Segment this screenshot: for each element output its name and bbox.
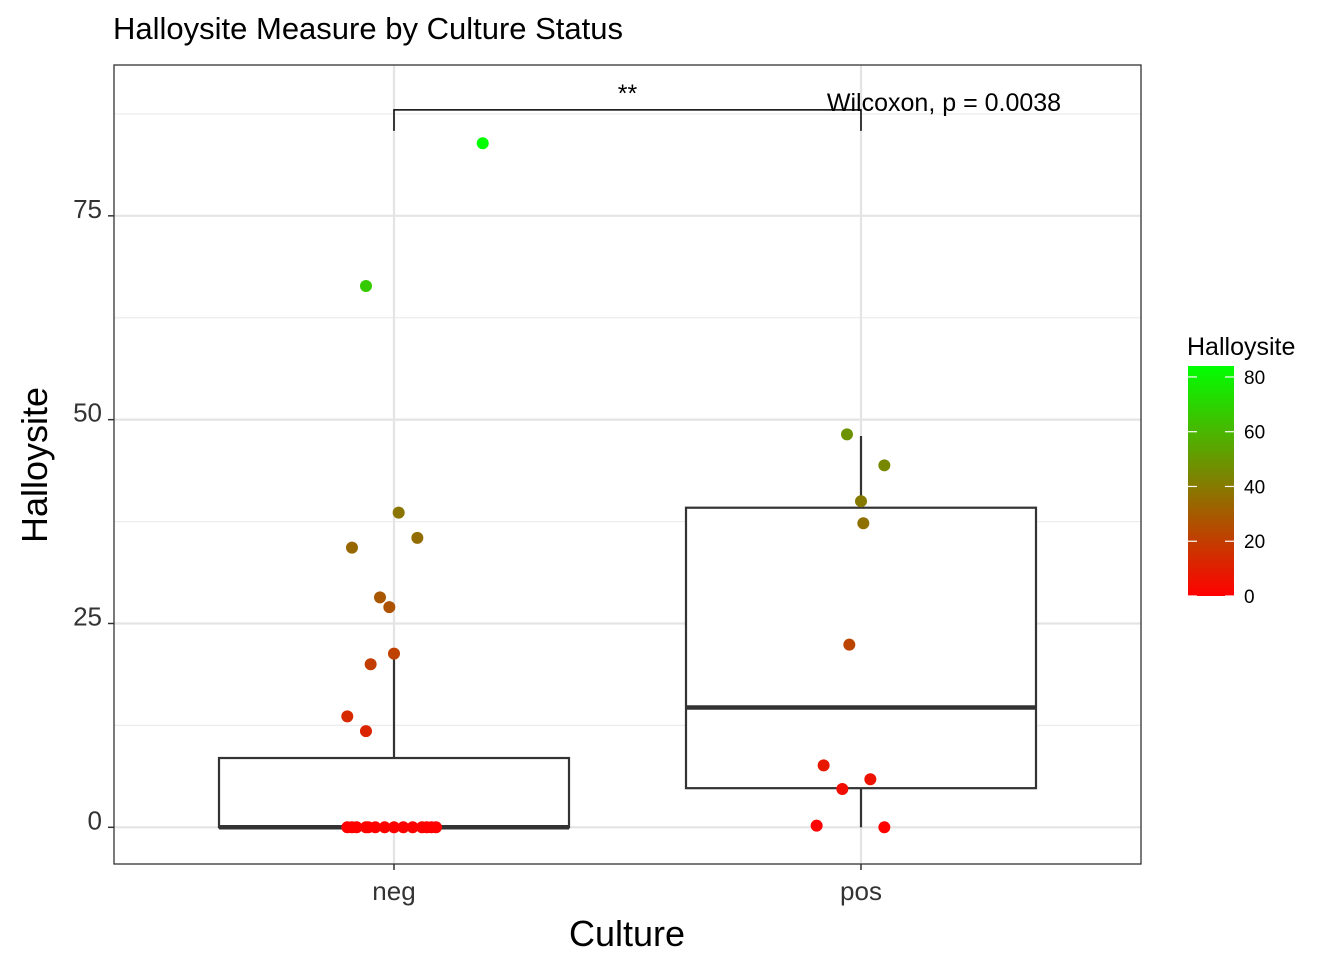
x-tick-label: pos [840,876,882,906]
y-tick-label: 25 [73,601,102,631]
data-point [397,821,410,834]
data-point [373,591,386,604]
data-point [406,821,419,834]
color-legend: Halloysite 0 20 40 60 80 [1187,333,1295,608]
data-point [836,782,849,795]
boxplot-pos [684,435,1038,828]
legend-colorbar [1188,366,1234,596]
data-point [369,821,382,834]
data-point [843,638,856,651]
y-tick-label: 75 [73,194,102,224]
data-point [345,541,358,554]
significance-bracket [393,109,862,131]
data-point [359,279,372,292]
wilcoxon-label: Wilcoxon, p = 0.0038 [827,89,1061,117]
plot-panel-border [113,64,1142,865]
data-points [341,137,891,834]
data-point [378,821,391,834]
data-point [359,725,372,738]
data-point [364,658,377,671]
data-point [383,601,396,614]
data-point [388,647,400,660]
boxplot-neg [217,656,571,830]
data-point [411,531,424,544]
box-iqr [217,756,571,829]
chart-title: Halloysite Measure by Culture Status [113,11,623,46]
data-point [392,506,405,519]
significance-stars: ** [618,80,638,108]
data-point [810,819,823,832]
data-point [388,821,400,834]
data-point [864,773,877,786]
y-axis-title: Halloysite [14,387,55,543]
x-axis-title: Culture [569,913,685,954]
axes: 0 25 50 75 neg pos [73,194,882,906]
data-point [350,821,363,834]
y-tick-label: 0 [88,805,102,835]
significance-annotation: ** Wilcoxon, p = 0.0038 [393,80,1061,131]
boxplots [217,435,1038,830]
y-tick-label: 50 [73,398,102,428]
legend-tick-label: 60 [1244,423,1265,444]
legend-tick-label: 40 [1244,477,1265,498]
x-tick-label: neg [372,876,415,906]
data-point [878,821,891,834]
box-iqr [684,506,1038,790]
data-point [817,759,830,772]
data-point [857,517,870,530]
data-point [341,710,354,723]
legend-title: Halloysite [1187,333,1295,361]
legend-tick-label: 80 [1244,368,1265,389]
data-point [840,428,853,441]
legend-tick-label: 0 [1244,587,1255,608]
data-point [855,495,867,508]
data-point [878,459,891,472]
data-point [430,821,443,834]
legend-tick-label: 20 [1244,532,1265,553]
data-point [476,137,489,150]
